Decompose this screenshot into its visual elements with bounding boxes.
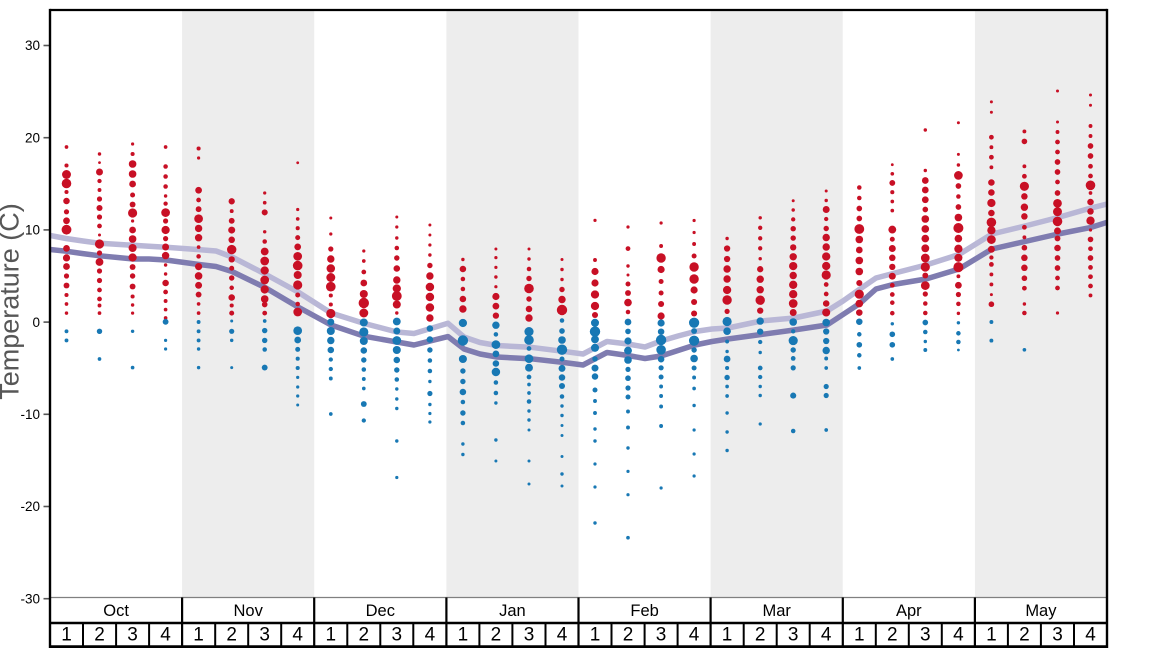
svg-text:3: 3 — [392, 625, 403, 646]
svg-text:2: 2 — [94, 625, 105, 646]
svg-text:Dec: Dec — [366, 602, 395, 620]
svg-text:3: 3 — [788, 625, 799, 646]
svg-text:-10: -10 — [20, 407, 40, 422]
svg-text:4: 4 — [425, 625, 436, 646]
svg-text:4: 4 — [1085, 625, 1096, 646]
svg-text:3: 3 — [656, 625, 667, 646]
svg-text:0: 0 — [32, 315, 40, 330]
svg-text:1: 1 — [193, 625, 204, 646]
svg-text:2: 2 — [226, 625, 237, 646]
svg-text:1: 1 — [986, 625, 997, 646]
svg-text:Feb: Feb — [630, 602, 658, 620]
svg-text:-20: -20 — [20, 499, 40, 514]
svg-text:30: 30 — [25, 38, 40, 53]
svg-text:1: 1 — [854, 625, 865, 646]
svg-text:2: 2 — [887, 625, 898, 646]
svg-text:3: 3 — [1052, 625, 1063, 646]
svg-text:Nov: Nov — [234, 602, 264, 620]
svg-text:2: 2 — [359, 625, 370, 646]
svg-text:Oct: Oct — [103, 602, 129, 620]
svg-text:Temperature (C): Temperature (C) — [0, 203, 25, 400]
svg-text:May: May — [1025, 602, 1057, 620]
svg-text:2: 2 — [491, 625, 502, 646]
svg-text:Mar: Mar — [762, 602, 791, 620]
svg-text:4: 4 — [292, 625, 303, 646]
svg-text:Apr: Apr — [896, 602, 922, 620]
svg-text:1: 1 — [61, 625, 72, 646]
svg-text:-30: -30 — [20, 591, 40, 606]
svg-text:1: 1 — [722, 625, 733, 646]
svg-text:1: 1 — [326, 625, 337, 646]
svg-text:2: 2 — [623, 625, 634, 646]
svg-text:2: 2 — [755, 625, 766, 646]
svg-text:3: 3 — [127, 625, 138, 646]
svg-text:4: 4 — [689, 625, 700, 646]
svg-text:4: 4 — [953, 625, 964, 646]
svg-text:3: 3 — [524, 625, 535, 646]
svg-text:2: 2 — [1019, 625, 1030, 646]
svg-text:10: 10 — [25, 223, 40, 238]
svg-text:Jan: Jan — [499, 602, 526, 620]
svg-text:4: 4 — [160, 625, 171, 646]
svg-text:4: 4 — [557, 625, 568, 646]
svg-text:4: 4 — [821, 625, 832, 646]
svg-text:20: 20 — [25, 130, 40, 145]
svg-text:1: 1 — [458, 625, 469, 646]
svg-text:3: 3 — [259, 625, 270, 646]
svg-text:3: 3 — [920, 625, 931, 646]
svg-text:1: 1 — [590, 625, 601, 646]
